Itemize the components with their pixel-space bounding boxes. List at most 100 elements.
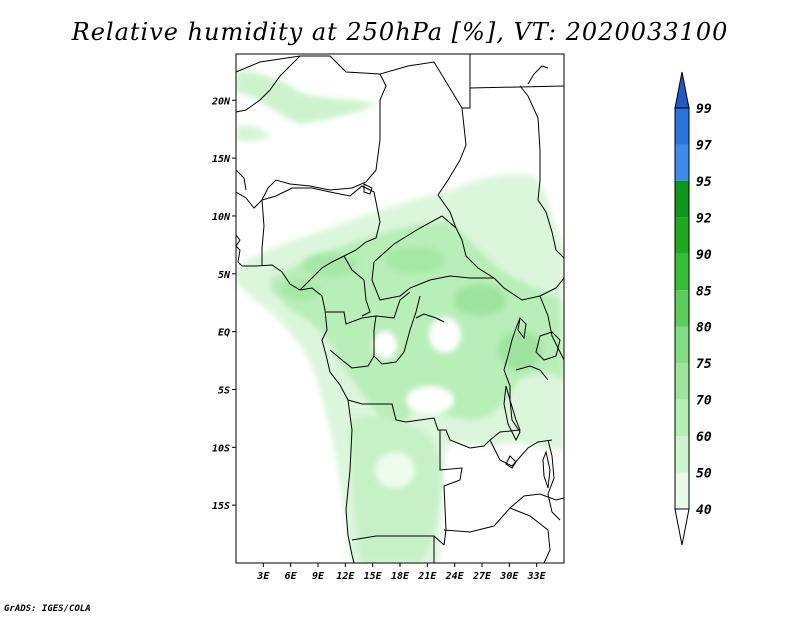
colorbar-label: 95 <box>696 175 712 190</box>
border-cameroon-car <box>343 255 371 317</box>
border-mali-north <box>236 55 301 113</box>
lat-tick-label: 15S <box>212 501 230 512</box>
border-namibia <box>351 535 445 546</box>
humidity-patch-2 <box>385 246 445 274</box>
border-sudan-east <box>519 85 541 201</box>
colorbar-bin <box>675 144 689 181</box>
colorbar-bin <box>675 363 689 400</box>
colorbar-bin <box>675 472 689 509</box>
lake-malawi <box>542 450 551 489</box>
colorbar-label: 70 <box>696 394 712 409</box>
colorbar-bin <box>675 253 689 291</box>
colorbar-bin <box>675 217 689 254</box>
coastline-gulf <box>236 234 241 247</box>
colorbar-bin <box>675 290 689 327</box>
colorbar-label: 75 <box>696 357 712 372</box>
longitude-axis: 3E 6E 9E 12E 15E 18E 21E 24E 27E 30E 33E <box>256 563 547 582</box>
colorbar-label: 40 <box>696 503 712 518</box>
coastline-west <box>236 245 355 563</box>
colorbar-label: 97 <box>696 138 712 153</box>
country-borders <box>236 54 564 563</box>
lat-tick-label: EQ <box>218 328 230 339</box>
colorbar-label: 60 <box>696 430 712 445</box>
lon-tick-label: 24E <box>445 571 465 582</box>
lat-tick-label: 5S <box>218 385 230 396</box>
border-car-south <box>371 261 494 301</box>
border-chad-sudan <box>437 194 495 279</box>
lon-tick-label: 9E <box>312 571 325 582</box>
grads-credit: GrADS: IGES/COLA <box>4 604 91 614</box>
border-zambia-south <box>443 493 564 533</box>
border-chad-car <box>373 215 457 263</box>
humidity-patch-3 <box>454 284 506 316</box>
border-rwanda <box>515 365 549 381</box>
colorbar-label: 85 <box>696 284 712 299</box>
lon-tick-label: 3E <box>256 571 270 582</box>
lat-tick-label: 5N <box>218 270 231 281</box>
border-libya-east <box>462 54 471 109</box>
border-zambia-tanzania <box>489 439 553 467</box>
lon-tick-label: 12E <box>336 571 355 582</box>
lat-tick-label: 20N <box>211 96 231 107</box>
colorbar-bin-low <box>674 508 690 546</box>
red-sea-coast <box>527 65 549 85</box>
colorbar-bin <box>675 326 689 364</box>
river-congo <box>415 313 445 323</box>
lake-victoria <box>535 331 561 361</box>
border-gabon-congo <box>326 311 377 369</box>
border-drc-west <box>373 295 421 365</box>
lat-tick-label: 10S <box>212 443 230 454</box>
border-zimbabwe <box>509 507 551 563</box>
border-drc-east <box>489 317 521 441</box>
border-ethiopia <box>537 199 564 259</box>
lon-tick-label: 21E <box>417 571 437 582</box>
colorbar-label: 92 <box>696 211 712 226</box>
border-nigeria <box>261 185 381 291</box>
colorbar-bin <box>675 399 689 437</box>
lat-tick-label: 10N <box>212 212 231 223</box>
border-egypt-sudan <box>469 85 564 89</box>
lon-tick-label: 6E <box>285 571 298 582</box>
colorbar-label: 80 <box>696 321 712 336</box>
lon-tick-label: 15E <box>364 571 383 582</box>
dry-area-1 <box>406 386 454 414</box>
lake-albert <box>517 316 527 340</box>
dry-area-3 <box>373 331 397 359</box>
humidity-patch-1 <box>302 253 358 277</box>
colorbar-label: 50 <box>696 467 712 482</box>
colorbar-bin-high <box>674 71 690 109</box>
border-malawi <box>547 439 561 521</box>
lat-tick-label: 15N <box>212 154 231 165</box>
lon-tick-label: 18E <box>391 571 410 582</box>
humidity-patch-6 <box>375 452 415 488</box>
border-drc-congo <box>375 291 411 319</box>
lake-bangweulu <box>505 455 517 469</box>
latitude-axis: 20N 15N 10N 5N EQ 5S 10S 15S <box>211 96 236 512</box>
border-west-coast-north <box>236 169 247 191</box>
map-title: Relative humidity at 250hPa [%], VT: 202… <box>71 18 729 46</box>
humidity-area-south <box>350 415 442 563</box>
humidity-streak-north-2 <box>236 125 270 142</box>
lake-chad <box>363 183 373 195</box>
colorbar-label: 99 <box>696 102 712 117</box>
colorbar-bin <box>675 108 689 145</box>
lon-tick-label: 30E <box>499 571 519 582</box>
colorbar: 40 50 60 70 75 80 85 90 92 95 97 99 <box>674 71 712 546</box>
humidity-streak-north-1 <box>236 70 378 124</box>
lon-tick-label: 33E <box>527 571 547 582</box>
colorbar-bin <box>675 180 689 218</box>
dry-area-2 <box>429 317 461 353</box>
lon-tick-label: 27E <box>472 571 492 582</box>
border-drc-angola <box>347 399 491 449</box>
border-sudan-southsudan <box>493 277 564 301</box>
border-mali-niger <box>236 55 387 201</box>
colorbar-bin <box>675 436 689 473</box>
border-benin-togo <box>261 199 265 266</box>
border-niger-chad <box>379 61 467 196</box>
lake-tanganyika <box>503 385 521 442</box>
colorbar-label: 90 <box>696 248 712 263</box>
border-uganda-kenya <box>539 295 564 361</box>
border-burkina <box>236 191 263 209</box>
humidity-shading <box>236 70 564 563</box>
